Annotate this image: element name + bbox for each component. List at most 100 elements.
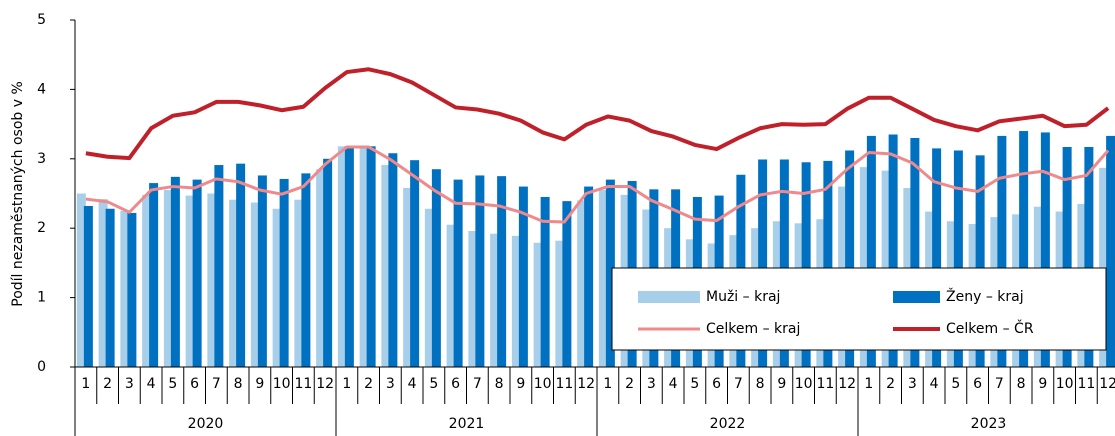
bar	[424, 208, 434, 367]
x-tick-label: 7	[212, 376, 221, 392]
bar	[975, 155, 985, 367]
bar	[953, 150, 963, 367]
legend-label: Celkem – ČR	[946, 319, 1034, 337]
bar	[403, 187, 413, 367]
x-tick-label: 6	[712, 376, 721, 392]
bar	[779, 159, 789, 367]
legend-label: Muži – kraj	[706, 289, 780, 305]
bar	[1084, 147, 1094, 367]
x-tick-label: 8	[234, 376, 243, 392]
x-tick-label: 5	[690, 376, 699, 392]
y-axis-label: Podíl nezaměstnaných osob v %	[10, 81, 26, 307]
bar	[598, 190, 608, 367]
x-tick-label: 7	[734, 376, 743, 392]
bar	[866, 135, 876, 367]
legend-swatch	[638, 291, 700, 303]
x-tick-label: 9	[1038, 376, 1047, 392]
x-tick-label: 8	[1017, 376, 1026, 392]
x-tick-label: 7	[995, 376, 1004, 392]
bar	[518, 186, 528, 367]
bar	[257, 175, 267, 367]
bar	[163, 190, 173, 367]
x-tick-label: 2	[103, 376, 112, 392]
bar	[475, 175, 485, 367]
bar	[1062, 147, 1072, 367]
x-tick-label: 6	[451, 376, 460, 392]
bar	[366, 146, 376, 367]
bar	[76, 193, 86, 367]
x-tick-label: 1	[81, 376, 90, 392]
bar	[236, 163, 246, 367]
bar	[344, 146, 354, 367]
x-tick-label: 4	[408, 376, 417, 392]
bar	[932, 148, 942, 367]
x-tick-label: 3	[125, 376, 134, 392]
x-tick-label: 5	[951, 376, 960, 392]
x-tick-label: 11	[555, 376, 573, 392]
x-tick-label: 4	[147, 376, 156, 392]
x-tick-label: 10	[534, 376, 552, 392]
bar	[207, 193, 217, 367]
bar	[214, 165, 224, 367]
bar	[1019, 131, 1029, 367]
x-tick-label: 6	[190, 376, 199, 392]
bar	[149, 183, 159, 367]
bar	[250, 202, 260, 367]
bar	[127, 212, 137, 367]
y-tick-label: 3	[37, 151, 46, 167]
legend-box	[611, 267, 1107, 351]
x-tick-label: 1	[342, 376, 351, 392]
x-tick-label: 6	[973, 376, 982, 392]
x-tick-label: 11	[816, 376, 834, 392]
x-tick-label: 9	[255, 376, 264, 392]
bar	[170, 176, 180, 367]
x-tick-label: 10	[1056, 376, 1074, 392]
bar	[605, 179, 615, 367]
bar	[279, 178, 289, 367]
bar	[98, 199, 108, 367]
y-tick-label: 0	[37, 359, 46, 375]
bar	[83, 205, 93, 367]
x-tick-label: 12	[316, 376, 334, 392]
y-tick-label: 4	[37, 81, 46, 97]
bar	[192, 179, 202, 367]
bar	[801, 162, 811, 367]
group-label: 2022	[710, 416, 746, 432]
x-tick-label: 3	[386, 376, 395, 392]
bar	[105, 208, 115, 367]
bar	[1040, 132, 1050, 367]
legend-swatch	[893, 291, 940, 303]
group-label: 2020	[188, 416, 224, 432]
bar	[1106, 135, 1115, 367]
bar	[997, 135, 1007, 367]
x-tick-label: 10	[273, 376, 291, 392]
bar	[555, 240, 565, 367]
x-tick-label: 2	[364, 376, 373, 392]
bar	[859, 167, 869, 367]
bar	[323, 158, 333, 367]
bar	[468, 230, 478, 367]
line	[85, 145, 1110, 224]
x-tick-label: 2	[625, 376, 634, 392]
x-tick-label: 5	[168, 376, 177, 392]
bar	[577, 200, 587, 367]
bar	[301, 173, 311, 367]
bar	[359, 147, 369, 367]
x-tick-label: 11	[294, 376, 312, 392]
x-tick-label: 5	[429, 376, 438, 392]
bar	[431, 169, 441, 367]
x-tick-label: 8	[495, 376, 504, 392]
y-tick-label: 2	[37, 220, 46, 236]
bar	[316, 169, 326, 367]
bar	[142, 194, 152, 367]
bar	[294, 199, 304, 367]
bar	[446, 224, 456, 367]
bar	[562, 201, 572, 367]
bar	[910, 137, 920, 367]
x-tick-label: 12	[838, 376, 856, 392]
x-tick-label: 1	[864, 376, 873, 392]
bar	[584, 186, 594, 367]
line	[85, 67, 1110, 161]
x-tick-label: 3	[647, 376, 656, 392]
